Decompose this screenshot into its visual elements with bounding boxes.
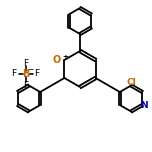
Text: F: F [11, 69, 17, 78]
Text: F: F [23, 81, 29, 90]
Text: −: − [27, 66, 33, 74]
Text: +: + [62, 54, 68, 60]
Text: N: N [141, 100, 148, 109]
Text: B: B [22, 69, 30, 79]
Text: F: F [35, 69, 40, 78]
Text: O: O [52, 55, 60, 65]
Text: Cl: Cl [126, 78, 136, 87]
Text: F: F [23, 59, 29, 67]
